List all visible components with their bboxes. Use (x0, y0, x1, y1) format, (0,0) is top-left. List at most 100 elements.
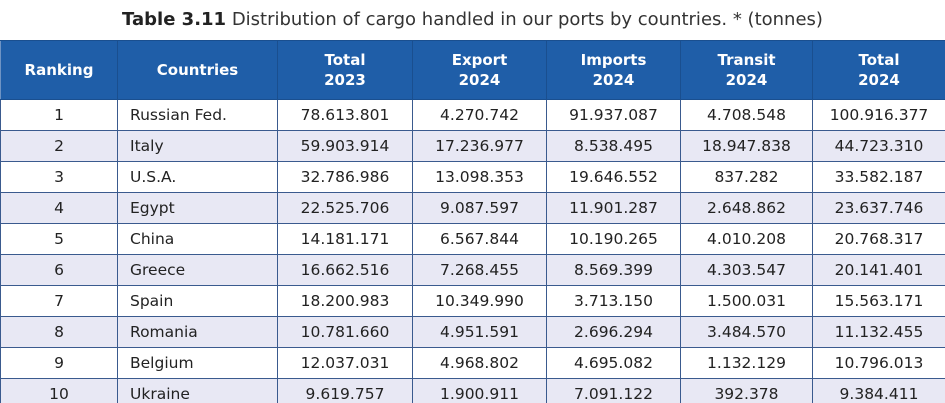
table-row: 8 Romania 10.781.660 4.951.591 2.696.294 3.48… (0, 316, 945, 348)
value-cell: 18.200.983 (277, 285, 413, 317)
value-cell: 22.525.706 (277, 192, 413, 224)
country-cell: Italy (117, 130, 278, 162)
value-cell: 10.796.013 (812, 347, 945, 379)
value-cell: 11.901.287 (546, 192, 681, 224)
table-title: Table 3.11 Distribution of cargo handled… (0, 0, 945, 40)
cargo-table: Ranking Countries Total 2023 Export 2024 Impor… (0, 40, 945, 403)
value-cell: 15.563.171 (812, 285, 945, 317)
value-cell: 3.713.150 (546, 285, 681, 317)
value-cell: 4.270.742 (412, 99, 547, 131)
country-cell: Greece (117, 254, 278, 286)
value-cell: 2.648.862 (680, 192, 813, 224)
table-number: Table 3.11 (122, 9, 227, 30)
value-cell: 13.098.353 (412, 161, 547, 193)
ranking-cell: 3 (0, 161, 118, 193)
value-cell: 32.786.986 (277, 161, 413, 193)
ranking-cell: 1 (0, 99, 118, 131)
value-cell: 20.141.401 (812, 254, 945, 286)
header-text: Transit (717, 51, 776, 69)
value-cell: 100.916.377 (812, 99, 945, 131)
value-cell: 59.903.914 (277, 130, 413, 162)
country-cell: Romania (117, 316, 278, 348)
value-cell: 19.646.552 (546, 161, 681, 193)
value-cell: 16.662.516 (277, 254, 413, 286)
country-cell: Spain (117, 285, 278, 317)
value-cell: 10.781.660 (277, 316, 413, 348)
value-cell: 2.696.294 (546, 316, 681, 348)
country-cell: Belgium (117, 347, 278, 379)
value-cell: 1.500.031 (680, 285, 813, 317)
header-text: 2024 (592, 71, 635, 89)
value-cell: 9.619.757 (277, 378, 413, 403)
value-cell: 8.569.399 (546, 254, 681, 286)
header-cell: Imports 2024 (546, 40, 681, 100)
table-row: 1 Russian Fed. 78.613.801 4.270.742 91.937.0… (0, 99, 945, 131)
value-cell: 6.567.844 (412, 223, 547, 255)
value-cell: 7.091.122 (546, 378, 681, 403)
country-cell: U.S.A. (117, 161, 278, 193)
header-text: 2023 (324, 71, 366, 89)
table-row: 4 Egypt 22.525.706 9.087.597 11.901.287 2.648… (0, 192, 945, 224)
value-cell: 837.282 (680, 161, 813, 193)
ranking-cell: 5 (0, 223, 118, 255)
header-text: 2024 (458, 71, 501, 89)
table-row: 7 Spain 18.200.983 10.349.990 3.713.150 1.500… (0, 285, 945, 317)
value-cell: 8.538.495 (546, 130, 681, 162)
header-text: Total (324, 51, 366, 69)
table-row: 5 China 14.181.171 6.567.844 10.190.265 4.010… (0, 223, 945, 255)
value-cell: 7.268.455 (412, 254, 547, 286)
value-cell: 3.484.570 (680, 316, 813, 348)
ranking-cell: 7 (0, 285, 118, 317)
ranking-cell: 10 (0, 378, 118, 403)
table-row: 2 Italy 59.903.914 17.236.977 8.538.495 18.94… (0, 130, 945, 162)
value-cell: 44.723.310 (812, 130, 945, 162)
ranking-cell: 2 (0, 130, 118, 162)
ranking-cell: 6 (0, 254, 118, 286)
value-cell: 33.582.187 (812, 161, 945, 193)
value-cell: 14.181.171 (277, 223, 413, 255)
country-cell: Russian Fed. (117, 99, 278, 131)
country-cell: Egypt (117, 192, 278, 224)
value-cell: 392.378 (680, 378, 813, 403)
value-cell: 9.087.597 (412, 192, 547, 224)
header-text: Export (451, 51, 508, 69)
header-text: Imports (580, 51, 647, 69)
value-cell: 78.613.801 (277, 99, 413, 131)
value-cell: 10.190.265 (546, 223, 681, 255)
table-row: 9 Belgium 12.037.031 4.968.802 4.695.082 1.13… (0, 347, 945, 379)
ranking-cell: 9 (0, 347, 118, 379)
header-text: Ranking (24, 61, 94, 79)
header-cell: Total 2024 (812, 40, 945, 100)
header-text: Total (858, 51, 900, 69)
value-cell: 9.384.411 (812, 378, 945, 403)
header-text: Countries (156, 61, 239, 79)
header-text: 2024 (725, 71, 768, 89)
value-cell: 4.968.802 (412, 347, 547, 379)
table-row: 6 Greece 16.662.516 7.268.455 8.569.399 4.303… (0, 254, 945, 286)
table-caption: Distribution of cargo handled in our por… (231, 9, 823, 30)
value-cell: 91.937.087 (546, 99, 681, 131)
table-row: 10 Ukraine 9.619.757 1.900.911 7.091.122 392.… (0, 378, 945, 403)
value-cell: 20.768.317 (812, 223, 945, 255)
header-row: Ranking Countries Total 2023 Export 2024 Impor… (0, 40, 945, 100)
header-cell: Transit 2024 (680, 40, 813, 100)
value-cell: 4.695.082 (546, 347, 681, 379)
value-cell: 12.037.031 (277, 347, 413, 379)
value-cell: 4.708.548 (680, 99, 813, 131)
value-cell: 10.349.990 (412, 285, 547, 317)
header-cell: Export 2024 (412, 40, 547, 100)
value-cell: 23.637.746 (812, 192, 945, 224)
ranking-cell: 8 (0, 316, 118, 348)
value-cell: 1.132.129 (680, 347, 813, 379)
value-cell: 11.132.455 (812, 316, 945, 348)
country-cell: China (117, 223, 278, 255)
value-cell: 1.900.911 (412, 378, 547, 403)
table-row: 3 U.S.A. 32.786.986 13.098.353 19.646.552 837… (0, 161, 945, 193)
header-cell: Countries (117, 40, 278, 100)
header-text: 2024 (858, 71, 900, 89)
header-cell: Ranking (0, 40, 118, 100)
ranking-cell: 4 (0, 192, 118, 224)
country-cell: Ukraine (117, 378, 278, 403)
value-cell: 4.951.591 (412, 316, 547, 348)
